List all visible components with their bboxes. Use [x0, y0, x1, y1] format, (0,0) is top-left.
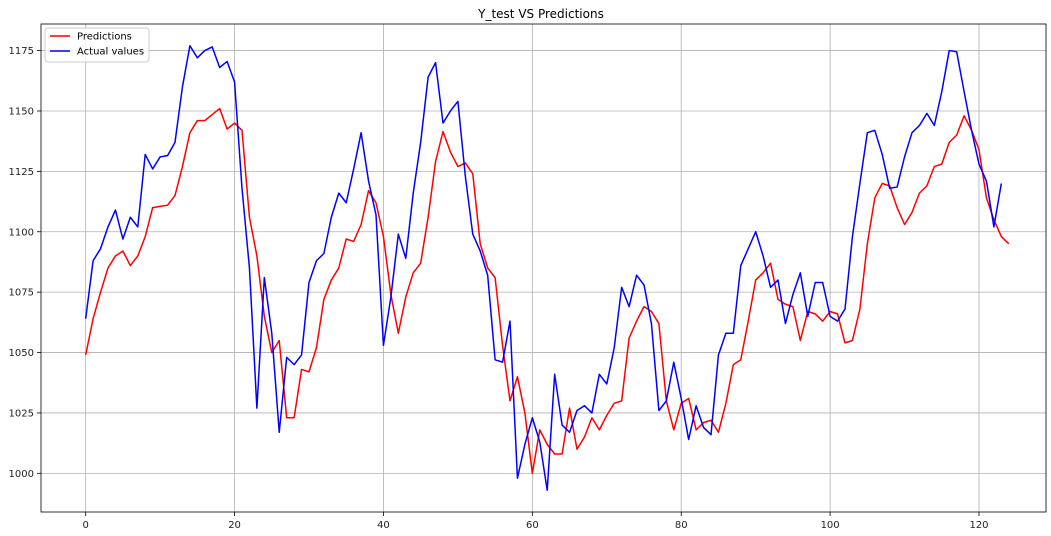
x-tick-label: 60 [526, 520, 539, 531]
x-tick-label: 40 [377, 520, 390, 531]
y-tick-label: 1025 [9, 408, 34, 419]
chart-title: Y_test VS Predictions [477, 7, 604, 21]
x-tick-label: 80 [675, 520, 688, 531]
y-tick-label: 1100 [9, 227, 34, 238]
y-tick-label: 1175 [9, 46, 34, 57]
y-tick-label: 1050 [9, 348, 34, 359]
x-tick-label: 20 [228, 520, 241, 531]
legend-label-actual-values: Actual values [77, 47, 144, 58]
x-tick-label: 100 [821, 520, 840, 531]
legend-box [44, 27, 150, 63]
series-line-actual-values [84, 44, 1003, 492]
y-tick-label: 1075 [9, 288, 34, 299]
axis-ticks: 0 20 40 60 80 100 120 1000 1025 1050 1075 1100 1125 1… [9, 46, 989, 531]
y-tick-label: 1000 [9, 469, 34, 480]
legend-label-predictions: Predictions [77, 32, 132, 43]
series-line-predictions [84, 107, 1010, 475]
series-lines [84, 44, 1010, 492]
x-tick-label: 120 [969, 520, 988, 531]
x-tick-label: 0 [82, 520, 88, 531]
y-tick-label: 1150 [9, 106, 34, 117]
legend: Predictions Actual values [44, 27, 150, 63]
grid-lines [41, 24, 1046, 512]
plot-frame [40, 23, 1047, 513]
y-tick-label: 1125 [9, 167, 34, 178]
